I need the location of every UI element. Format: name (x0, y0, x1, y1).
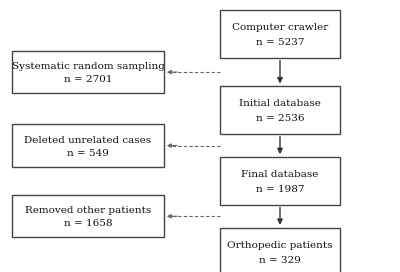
Text: n = 1987: n = 1987 (256, 185, 304, 194)
FancyBboxPatch shape (12, 51, 164, 93)
Text: Orthopedic patients: Orthopedic patients (227, 241, 333, 250)
FancyBboxPatch shape (12, 195, 164, 237)
FancyBboxPatch shape (220, 157, 340, 205)
Text: n = 2536: n = 2536 (256, 114, 304, 123)
Text: Final database: Final database (241, 170, 319, 179)
Text: n = 549: n = 549 (67, 149, 109, 157)
FancyBboxPatch shape (220, 86, 340, 134)
FancyBboxPatch shape (220, 228, 340, 272)
Text: Deleted unrelated cases: Deleted unrelated cases (24, 135, 152, 144)
Text: n = 329: n = 329 (259, 256, 301, 265)
Text: n = 1658: n = 1658 (64, 219, 112, 228)
Text: Initial database: Initial database (239, 100, 321, 109)
FancyBboxPatch shape (220, 10, 340, 58)
Text: Computer crawler: Computer crawler (232, 23, 328, 32)
Text: n = 5237: n = 5237 (256, 38, 304, 47)
Text: n = 2701: n = 2701 (64, 75, 112, 84)
FancyBboxPatch shape (12, 125, 164, 166)
Text: Removed other patients: Removed other patients (25, 206, 151, 215)
Text: Systematic random sampling: Systematic random sampling (12, 62, 164, 71)
